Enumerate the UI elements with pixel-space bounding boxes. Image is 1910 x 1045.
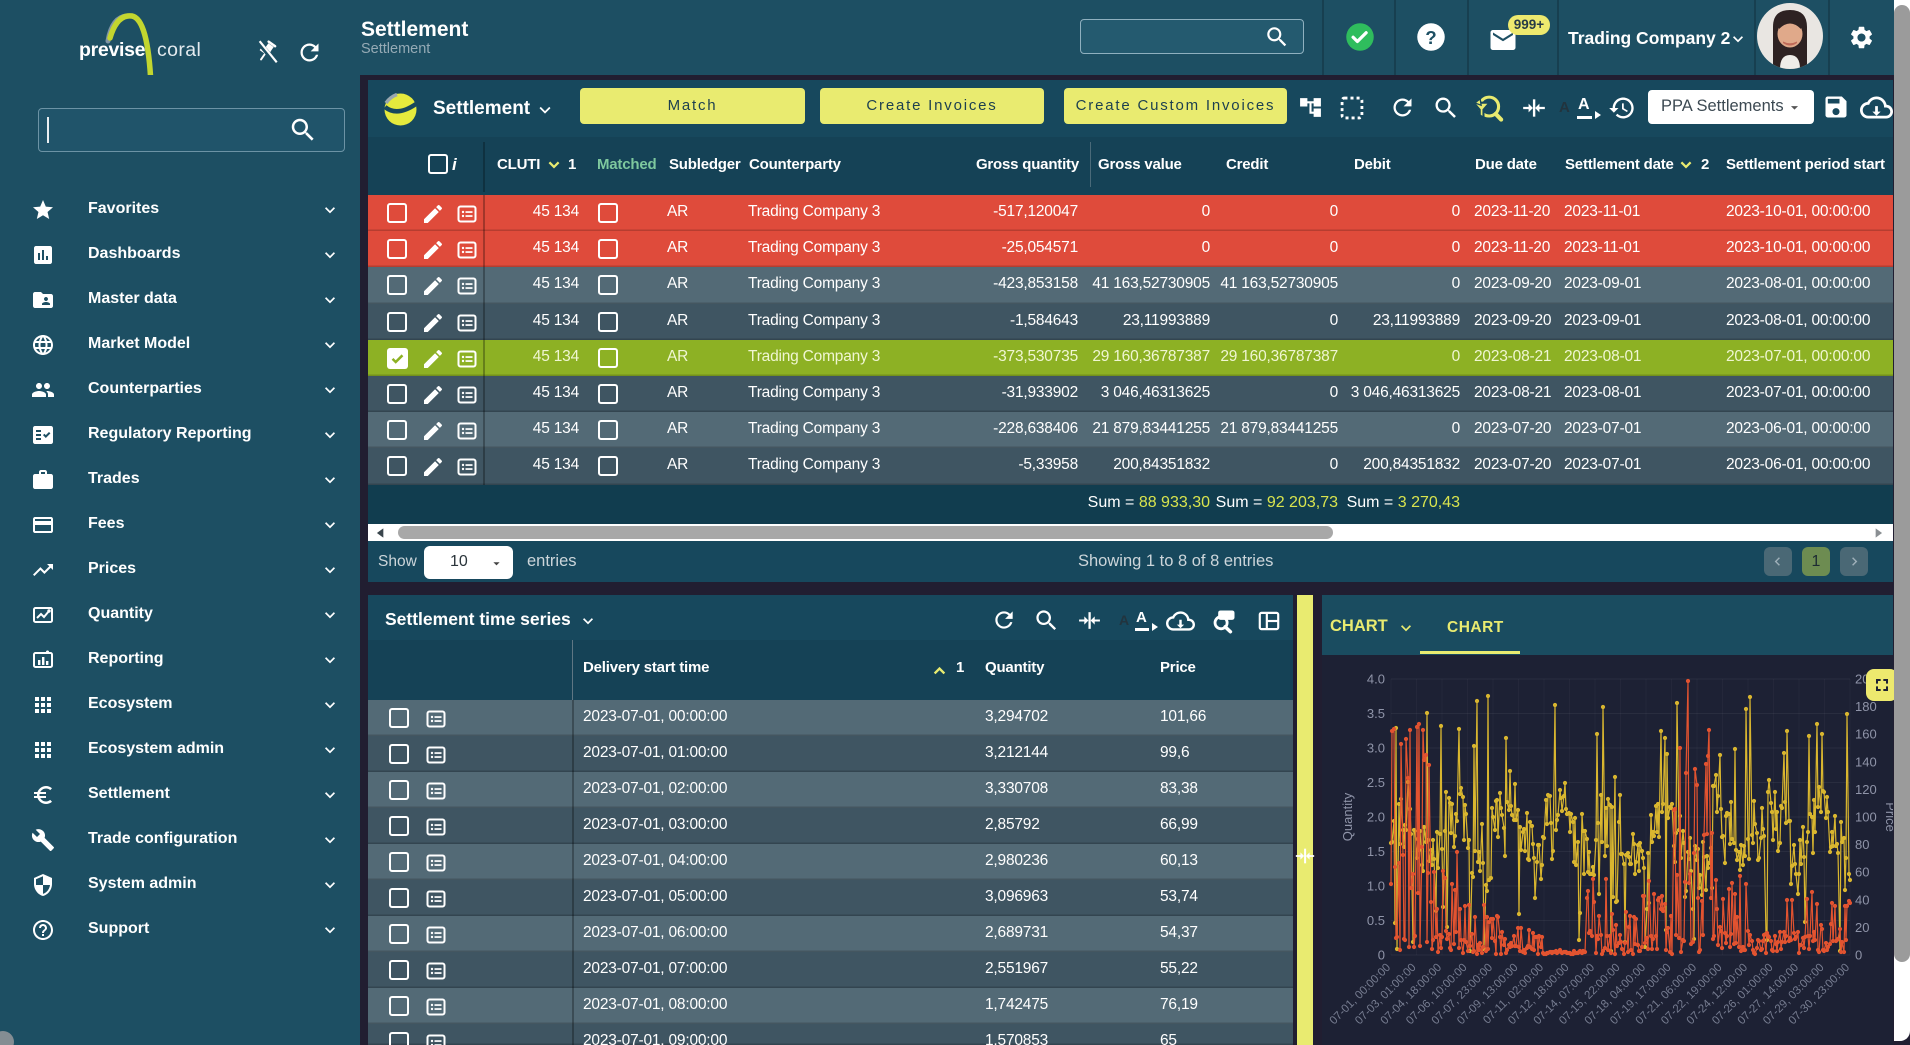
svg-text:1.0: 1.0 [1367,879,1385,894]
svg-text:60: 60 [1855,865,1869,880]
svg-text:40: 40 [1855,892,1869,907]
svg-text:Quantity: Quantity [1340,792,1355,841]
svg-text:120: 120 [1855,782,1877,797]
svg-text:100: 100 [1855,810,1877,825]
svg-text:3.0: 3.0 [1367,741,1385,756]
svg-text:180: 180 [1855,699,1877,714]
svg-text:?: ? [1425,27,1436,48]
svg-text:coral: coral [157,39,201,61]
svg-text:previse: previse [79,39,146,61]
svg-text:Price: Price [1883,802,1893,832]
svg-text:1.5: 1.5 [1367,844,1385,859]
svg-text:80: 80 [1855,837,1869,852]
svg-text:0: 0 [1855,948,1862,963]
svg-text:20: 20 [1855,920,1869,935]
svg-text:0: 0 [1378,948,1385,963]
svg-text:140: 140 [1855,754,1877,769]
svg-text:2.5: 2.5 [1367,775,1385,790]
svg-text:4.0: 4.0 [1367,672,1385,687]
svg-text:2.0: 2.0 [1367,810,1385,825]
svg-text:160: 160 [1855,727,1877,742]
svg-text:3.5: 3.5 [1367,706,1385,721]
svg-text:0.5: 0.5 [1367,913,1385,928]
